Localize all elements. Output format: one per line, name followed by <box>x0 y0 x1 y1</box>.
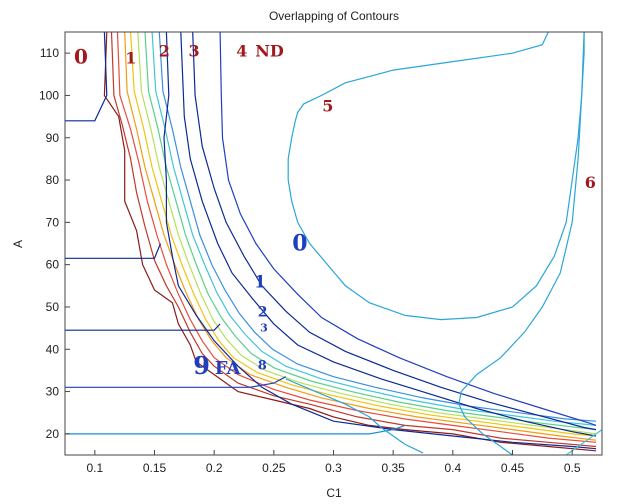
chart-title: Overlapping of Contours <box>269 9 399 23</box>
y-tick-label: 80 <box>46 173 60 187</box>
contour-line-0 <box>103 32 597 452</box>
contour-line-9 <box>163 32 597 450</box>
y-tick-label: 60 <box>46 258 60 272</box>
y-tick-label: 100 <box>39 88 59 102</box>
x-tick-label: 0.5 <box>564 461 581 475</box>
contour-line-5 <box>137 32 597 435</box>
y-tick-label: 110 <box>40 46 59 60</box>
contour-line-1 <box>110 32 597 448</box>
contour-line-12 <box>219 32 597 426</box>
contour-lines <box>65 32 602 455</box>
contour-annotation: 3 <box>260 322 268 335</box>
contour-annotation: FA <box>215 358 242 379</box>
contour-line-20 <box>458 32 585 455</box>
x-tick-label: 0.25 <box>262 461 286 475</box>
contour-line-7 <box>151 32 597 426</box>
x-tick-label: 0.35 <box>381 461 405 475</box>
contour-line-18 <box>285 378 424 454</box>
x-tick-label: 0.15 <box>143 461 167 475</box>
x-tick-label: 0.2 <box>206 461 223 475</box>
x-axis-label: C1 <box>326 486 342 500</box>
y-tick-label: 30 <box>46 385 60 399</box>
contour-line-10 <box>180 32 597 437</box>
contour-annotation: 5 <box>322 97 333 116</box>
y-tick-label: 50 <box>46 300 60 314</box>
x-tick-label: 0.3 <box>325 461 342 475</box>
contour-line-6 <box>144 32 597 431</box>
contour-annotation: 1 <box>254 273 266 293</box>
contour-line-11 <box>192 32 597 431</box>
contour-line-17 <box>65 424 406 435</box>
contour-line-2 <box>116 32 597 443</box>
y-axis-ticks: 20 30 40 50 60 70 80 90 100 110 <box>39 46 70 441</box>
contour-line-13 <box>65 32 108 122</box>
contour-line-19 <box>287 32 585 321</box>
contour-annotation: 2 <box>258 305 268 321</box>
contour-annotation: 4 <box>236 42 247 61</box>
contour-annotation: 0 <box>74 45 88 69</box>
x-tick-label: 0.1 <box>86 461 103 475</box>
x-tick-label: 0.45 <box>501 461 525 475</box>
contour-annotation: 9 <box>193 351 210 380</box>
y-tick-label: 40 <box>46 342 60 356</box>
y-axis-label: A <box>11 240 25 248</box>
contour-annotation: 0 <box>292 230 307 256</box>
contour-line-16 <box>65 376 287 388</box>
contour-annotation: 1 <box>125 49 136 68</box>
y-tick-label: 70 <box>46 215 60 229</box>
contour-annotation: 3 <box>189 42 200 61</box>
y-tick-label: 90 <box>46 131 60 145</box>
y-tick-label: 20 <box>46 427 60 441</box>
x-axis-ticks: 0.1 0.15 0.2 0.25 0.3 0.35 0.4 0.45 0.5 <box>86 450 581 475</box>
contour-annotation: ND <box>255 42 284 61</box>
contour-annotation: 8 <box>258 359 267 374</box>
x-tick-label: 0.4 <box>444 461 461 475</box>
contour-line-3 <box>124 32 597 441</box>
contour-annotation: 2 <box>159 42 170 61</box>
contour-annotation: 6 <box>585 173 596 192</box>
contour-line-14 <box>65 243 162 259</box>
contour-line-15 <box>65 323 221 331</box>
